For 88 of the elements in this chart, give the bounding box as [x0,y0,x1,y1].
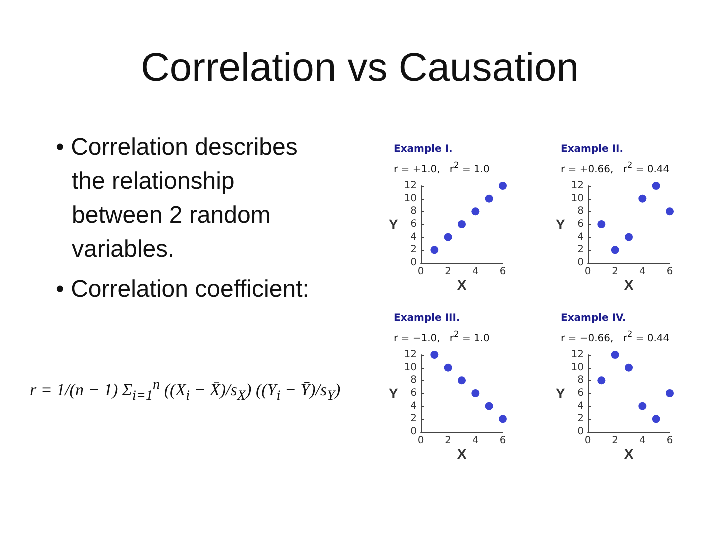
x-tick-label: 4 [639,266,646,278]
x-tick-label: 0 [584,436,592,446]
point [638,402,647,410]
y-tick-label: 8 [410,206,417,218]
point [444,364,452,372]
y-tick-label: 4 [410,400,417,412]
y-tick-label: 4 [578,400,584,412]
point [499,415,507,424]
y-tick-label: 6 [410,388,417,399]
point [430,351,439,359]
x-tick-label: 2 [445,436,452,446]
y-tick-label: 12 [404,350,417,360]
x-tick-label: 0 [584,266,592,278]
x-axis-title: X [457,446,468,462]
x-tick-label: 6 [666,266,674,278]
point [444,233,452,242]
y-tick-label: 10 [571,193,584,204]
y-tick-label: 12 [571,180,584,192]
x-axis-title: X [457,276,468,293]
chart-subtitle: r = −1.0, r$^{2}$ = 1.0 [394,328,490,346]
x-tick-label: 2 [612,266,619,278]
y-tick-label: 12 [571,350,584,360]
y-tick-label: 0 [410,258,417,268]
y-tick-label: 0 [578,258,584,268]
point [598,220,606,228]
text: Correlation vs Causation [140,45,580,92]
text: • Correlation describes the relationship between 2 random variables. [56,133,299,265]
point [598,376,606,385]
chart-title: Example III. [394,313,460,324]
y-tick-label: 6 [578,388,584,399]
x-tick-label: 4 [639,436,646,446]
y-tick-label: 12 [404,180,417,192]
x-tick-label: 4 [472,266,479,278]
x-axis-title: X [624,276,634,293]
chart-subtitle: r = +0.66, r$^{2}$ = 0.44 [561,159,670,176]
y-tick-label: 2 [578,244,584,256]
y-tick-label: 10 [404,193,417,204]
x-tick-label: 0 [418,266,424,278]
y-tick-label: 6 [578,219,584,230]
point [652,415,660,424]
x-tick-label: 6 [666,436,674,446]
point [611,246,620,254]
point [485,402,494,410]
point [652,182,660,190]
y-tick-label: 4 [410,232,417,243]
point [472,390,480,398]
point [666,208,674,216]
y-tick-label: 6 [410,219,417,230]
text: • Correlation coefficient: [56,275,310,305]
point [458,220,466,228]
x-tick-label: 2 [612,436,619,446]
point [499,182,507,190]
point [485,194,494,203]
point [638,194,647,203]
chart-title: Example IV. [561,313,626,324]
chart-title: Example I. [394,144,453,155]
y-tick-label: 8 [578,375,584,386]
y-tick-label: 4 [578,232,584,243]
chart-subtitle: r = +1.0, r$^{2}$ = 1.0 [394,159,490,176]
point [625,233,633,242]
x-tick-label: 6 [500,436,506,446]
y-axis-title: Y [556,216,566,232]
y-axis-title: Y [556,386,566,402]
y-tick-label: 8 [578,206,584,218]
point [430,246,439,254]
y-tick-label: 10 [404,362,417,374]
x-tick-label: 6 [500,266,506,278]
chart-subtitle: r = −0.66, r$^{2}$ = 0.44 [561,328,670,346]
y-axis-title: Y [389,216,400,232]
y-tick-label: 10 [571,362,584,374]
point [625,364,633,372]
point [611,351,620,359]
y-tick-label: 2 [410,244,417,256]
y-tick-label: 8 [410,375,417,386]
text: r = 1/(n − 1) Σ$_{i=1}$$^{n}$ ((X$_{i}$ − X̄)/s$_{X}$) ((Y$_{i}$ − Ȳ)/s$_{Y}$) [30,377,341,404]
x-tick-label: 0 [418,436,424,446]
point [458,376,466,385]
y-tick-label: 2 [410,414,417,425]
x-axis-title: X [624,446,634,462]
y-axis-title: Y [389,386,400,402]
x-tick-label: 4 [472,436,479,446]
chart-title: Example II. [561,144,624,155]
point [666,390,674,398]
y-tick-label: 0 [578,426,584,438]
x-tick-label: 2 [445,266,452,278]
y-tick-label: 0 [410,426,417,438]
y-tick-label: 2 [578,414,584,425]
point [472,208,480,216]
